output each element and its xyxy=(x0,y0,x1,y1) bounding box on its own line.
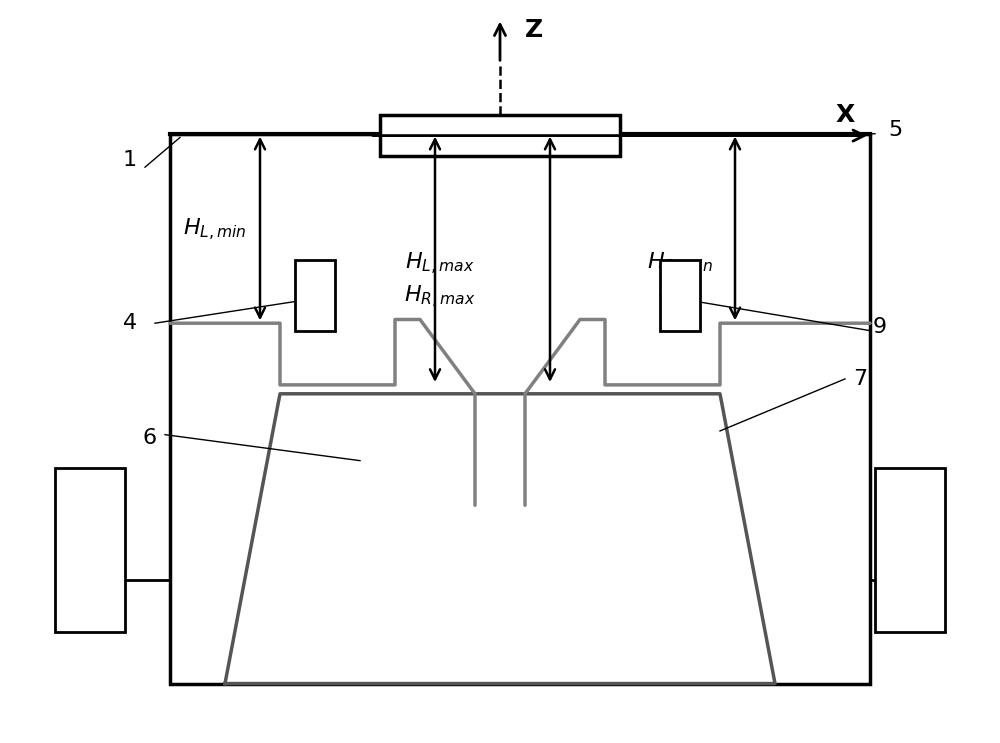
Text: 1: 1 xyxy=(123,150,137,169)
Text: 5: 5 xyxy=(888,120,902,140)
Bar xyxy=(295,260,335,331)
Text: 7: 7 xyxy=(853,369,867,389)
Bar xyxy=(660,260,700,331)
Text: $H_{L,min}$: $H_{L,min}$ xyxy=(183,217,247,244)
Text: 9: 9 xyxy=(873,317,887,337)
Bar xyxy=(380,115,620,156)
Text: X: X xyxy=(835,103,855,127)
Bar xyxy=(875,468,945,632)
Bar xyxy=(55,468,125,632)
Text: $H_{L,max}$: $H_{L,max}$ xyxy=(405,250,475,277)
Text: $H_{R,max}$: $H_{R,max}$ xyxy=(404,284,476,311)
Bar xyxy=(170,134,870,684)
Text: $H_{R,min}$: $H_{R,min}$ xyxy=(647,250,713,277)
Text: 4: 4 xyxy=(123,314,137,333)
Text: Z: Z xyxy=(525,18,543,42)
Text: 6: 6 xyxy=(143,429,157,448)
